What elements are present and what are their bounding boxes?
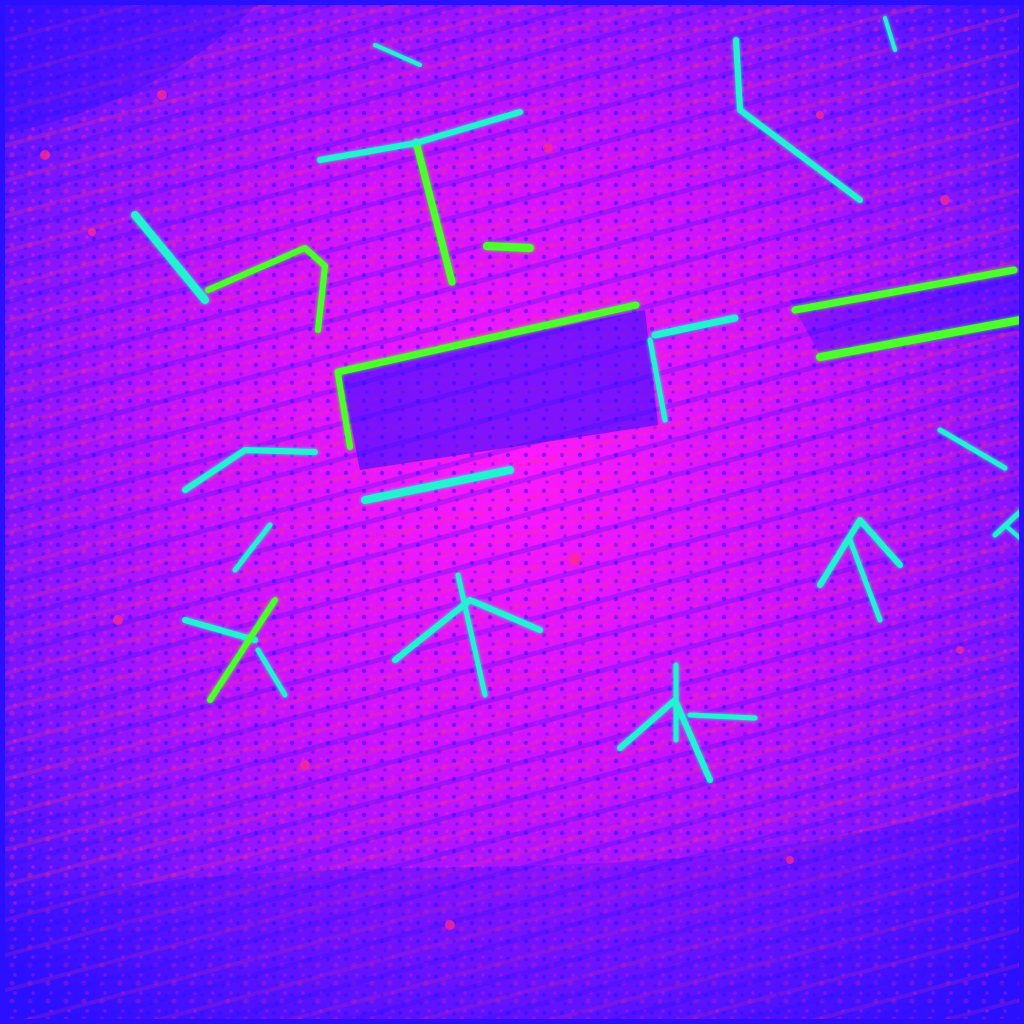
center-bottom-edge [361, 466, 514, 504]
center-cross-edge-b [455, 572, 488, 698]
right-mid-edge [937, 427, 1008, 471]
left-cross-edge-a [182, 617, 258, 643]
upper-left-dark-region [0, 0, 260, 135]
left-middle-edge [182, 447, 318, 493]
left-cross-edge-b [207, 597, 278, 703]
right-rectangle-region [790, 272, 1024, 355]
top-right-speck-edge [883, 16, 897, 52]
fleck [157, 90, 167, 100]
edge-traces [131, 16, 1024, 783]
fleck [88, 228, 96, 236]
fleck [113, 615, 123, 625]
right-lower-edge [816, 316, 1024, 361]
left-cross-edge-c [255, 647, 288, 698]
fleck [956, 646, 964, 654]
fleck [543, 143, 553, 153]
center-speck-edge [483, 242, 534, 252]
fleck [40, 150, 50, 160]
center-top-edge [334, 301, 640, 376]
fleck [786, 856, 794, 864]
fleck [300, 760, 310, 770]
left-angle-edge [205, 245, 328, 333]
right-top-branch-edge [733, 37, 863, 203]
bottom-center-edge-c [687, 712, 758, 721]
top-left-speck-edge [373, 43, 422, 67]
top-pole-edge [412, 138, 456, 286]
central-rectangle-region [340, 310, 658, 470]
mid-right-vertical-edge [847, 537, 883, 623]
center-right-edge [647, 337, 668, 423]
fleck [940, 195, 950, 205]
far-right-edge [992, 507, 1024, 538]
left-short-edge [232, 522, 273, 573]
right-upper-edge [791, 266, 1018, 314]
center-cross-edge-a [392, 597, 543, 663]
fleck [816, 111, 824, 119]
mid-right-branch-edge [817, 517, 903, 588]
lower-band-region [0, 790, 1024, 1024]
center-middle-edge [651, 314, 739, 339]
left-diagonal-edge [131, 211, 209, 304]
fleck [569, 554, 581, 566]
center-left-edge [335, 371, 353, 450]
fleck [445, 920, 455, 930]
hot-pink-flecks [40, 90, 964, 930]
top-branch-edge [317, 109, 523, 163]
